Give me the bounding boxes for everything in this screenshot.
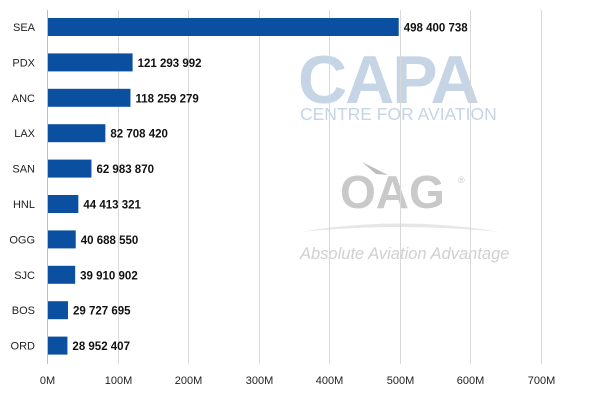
labels-layer: 498 400 738 121 293 992 118 259 279 82 708 …	[72, 23, 468, 354]
y-tick-label: HNL	[13, 199, 35, 211]
data-label: 118 259 279	[135, 93, 198, 105]
bar	[48, 301, 68, 320]
y-tick-label: ANC	[12, 93, 35, 105]
y-tick-label: OGG	[9, 234, 35, 246]
y-tick-label: SAN	[12, 164, 35, 176]
data-label: 28 952 407	[72, 341, 130, 353]
capa-logo-subtitle: CENTRE FOR AVIATION	[300, 104, 497, 124]
data-label: 39 910 902	[80, 270, 138, 282]
x-tick-label: 200M	[175, 375, 203, 387]
data-label: 498 400 738	[404, 23, 469, 35]
bar	[48, 88, 131, 107]
x-tick-label: 400M	[316, 375, 344, 387]
data-label: 82 708 420	[110, 129, 168, 141]
bar	[48, 195, 79, 213]
bar	[48, 230, 76, 249]
data-label: 121 293 992	[138, 58, 202, 70]
y-tick-label: ORD	[11, 341, 36, 353]
oag-swoosh-icon	[362, 162, 388, 175]
oag-logo-text: OAG	[340, 166, 445, 218]
watermark-layer: CAPA CENTRE FOR AVIATION OAG ® Absolute …	[298, 42, 509, 263]
x-tick-label: 0M	[40, 375, 55, 387]
data-label: 44 413 321	[83, 200, 141, 212]
bar	[48, 336, 68, 355]
x-tick-label: 300M	[246, 375, 274, 387]
axis-layer: 0M 100M 200M 300M 400M 500M 600M 700M SEA PDX ANC L…	[9, 10, 555, 387]
y-tick-label: LAX	[14, 128, 35, 140]
bars-layer	[48, 18, 399, 355]
x-tick-label: 700M	[528, 375, 556, 387]
grid-layer	[118, 10, 542, 364]
bar	[48, 265, 76, 284]
oag-arc-decoration	[300, 223, 500, 232]
x-tick-label: 500M	[387, 375, 415, 387]
bar	[48, 124, 106, 143]
bar	[48, 18, 399, 36]
y-tick-label: SJC	[14, 270, 35, 282]
y-tick-label: SEA	[13, 22, 36, 34]
oag-registered-mark: ®	[458, 175, 465, 185]
x-tick-label: 600M	[457, 375, 485, 387]
bar	[48, 53, 133, 72]
oag-tagline: Absolute Aviation Advantage	[299, 245, 509, 263]
data-label: 62 983 870	[96, 164, 154, 176]
y-tick-label: PDX	[12, 57, 35, 69]
bar	[48, 159, 92, 178]
data-label: 29 727 695	[73, 306, 131, 318]
data-label: 40 688 550	[81, 235, 139, 247]
y-tick-label: BOS	[12, 305, 35, 317]
capa-logo-text: CAPA	[298, 42, 479, 118]
x-tick-label: 100M	[105, 375, 133, 387]
